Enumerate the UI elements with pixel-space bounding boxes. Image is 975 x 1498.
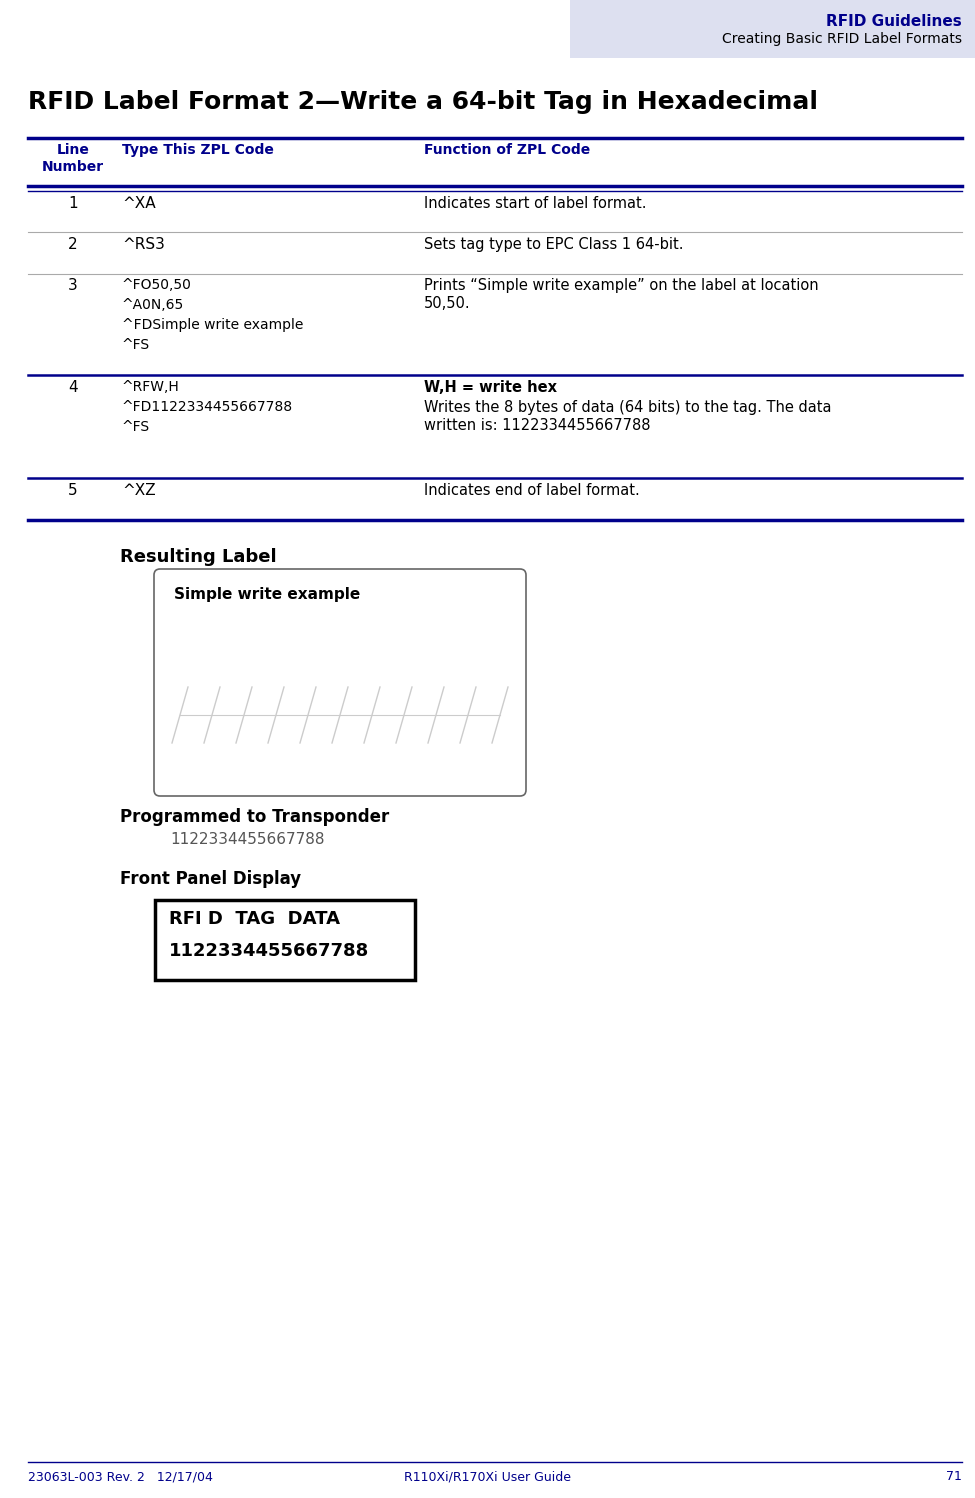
Text: Indicates start of label format.: Indicates start of label format. [424,196,646,211]
Text: 1122334455667788: 1122334455667788 [169,942,370,960]
Text: Function of ZPL Code: Function of ZPL Code [424,142,590,157]
Text: ^XZ: ^XZ [122,482,156,497]
Text: Prints “Simple write example” on the label at location: Prints “Simple write example” on the lab… [424,279,819,294]
Text: 2: 2 [68,237,78,252]
Text: Simple write example: Simple write example [174,587,360,602]
Text: 23063L-003 Rev. 2   12/17/04: 23063L-003 Rev. 2 12/17/04 [28,1470,213,1483]
Text: Front Panel Display: Front Panel Display [120,870,301,888]
Text: RFI D  TAG  DATA: RFI D TAG DATA [169,909,340,927]
Text: Writes the 8 bytes of data (64 bits) to the tag. The data: Writes the 8 bytes of data (64 bits) to … [424,400,832,415]
Text: ^FO50,50
^A0N,65
^FDSimple write example
^FS: ^FO50,50 ^A0N,65 ^FDSimple write example… [122,279,303,352]
Text: 50,50.: 50,50. [424,297,471,312]
Text: 1: 1 [68,196,78,211]
Text: 5: 5 [68,482,78,497]
Text: Type This ZPL Code: Type This ZPL Code [122,142,274,157]
Text: RFID Label Format 2—Write a 64-bit Tag in Hexadecimal: RFID Label Format 2—Write a 64-bit Tag i… [28,90,818,114]
Text: 1122334455667788: 1122334455667788 [170,831,325,846]
Text: W,H = write hex: W,H = write hex [424,380,557,395]
Text: RFID Guidelines: RFID Guidelines [826,13,962,28]
FancyBboxPatch shape [154,569,526,795]
Text: 4: 4 [68,380,78,395]
Text: Resulting Label: Resulting Label [120,548,277,566]
Text: Indicates end of label format.: Indicates end of label format. [424,482,640,497]
Bar [570,0,975,58]
Text: R110Xi/R170Xi User Guide: R110Xi/R170Xi User Guide [404,1470,570,1483]
Text: written is: 1122334455667788: written is: 1122334455667788 [424,418,650,433]
Text: ^RFW,H
^FD1122334455667788
^FS: ^RFW,H ^FD1122334455667788 ^FS [122,380,293,434]
Text: Sets tag type to EPC Class 1 64-bit.: Sets tag type to EPC Class 1 64-bit. [424,237,683,252]
Text: Programmed to Transponder: Programmed to Transponder [120,807,389,825]
Text: 71: 71 [946,1470,962,1483]
Text: ^RS3: ^RS3 [122,237,165,252]
Text: Creating Basic RFID Label Formats: Creating Basic RFID Label Formats [722,31,962,46]
Text: Line
Number: Line Number [42,142,104,174]
Text: ^XA: ^XA [122,196,156,211]
Text: 3: 3 [68,279,78,294]
Bar [155,900,415,980]
